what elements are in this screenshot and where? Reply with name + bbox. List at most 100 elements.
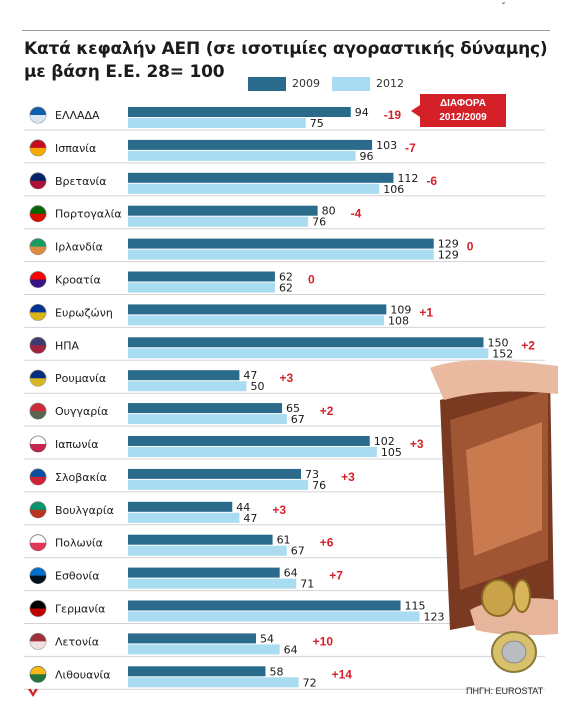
row-2-difference-label: -7 bbox=[405, 141, 416, 155]
row-18-flag-icon-half bbox=[30, 674, 46, 683]
difference-callout: ΔΙΑΦΟΡΑ 2012/2009 bbox=[411, 94, 506, 127]
row-5-bar-2009 bbox=[128, 238, 434, 249]
row-4-difference-label: -4 bbox=[351, 207, 362, 221]
row-15-value-2012: 71 bbox=[300, 578, 314, 591]
row-8-value-2009: 150 bbox=[488, 336, 509, 349]
row-16-bar-2012 bbox=[128, 611, 420, 622]
row-14-flag-icon-half bbox=[30, 542, 46, 551]
row-3-bar-2012 bbox=[128, 183, 380, 194]
row-10-value-2009: 65 bbox=[286, 402, 300, 415]
euro-coin-center bbox=[501, 640, 527, 664]
row-1-category-label: ΕΛΛΑΔΑ bbox=[55, 109, 100, 122]
row-12-flag-icon-half bbox=[30, 476, 46, 485]
row-9-category-label: Ρουμανία bbox=[55, 372, 106, 385]
row-15-difference-label: +7 bbox=[329, 569, 343, 583]
callout-line-1: ΔΙΑΦΟΡΑ bbox=[439, 98, 487, 109]
row-16-flag-icon-half bbox=[30, 608, 46, 617]
row-2-category-label: Ισπανία bbox=[55, 142, 96, 155]
row-18-category-label: Λιθουανία bbox=[55, 668, 110, 681]
row-7-difference-label: +1 bbox=[419, 305, 433, 319]
row-5-bar-2012 bbox=[128, 249, 434, 260]
row-18-bar-2009 bbox=[128, 666, 266, 677]
row-12-bar-2012 bbox=[128, 479, 309, 490]
row-6-value-2012: 62 bbox=[279, 282, 293, 295]
row-17-bar-2009 bbox=[128, 633, 256, 644]
row-10-difference-label: +2 bbox=[320, 404, 334, 418]
row-6-flag-icon-half bbox=[30, 279, 46, 288]
top-rule bbox=[22, 30, 550, 31]
row-12-value-2012: 76 bbox=[312, 479, 326, 492]
row-7-bar-2009 bbox=[128, 304, 387, 315]
row-18-value-2009: 58 bbox=[269, 665, 283, 678]
legend-label-2009: 2009 bbox=[292, 77, 320, 90]
row-10-flag-icon-half bbox=[30, 411, 46, 420]
legend-swatch-2009 bbox=[248, 77, 286, 91]
row-17-difference-label: +10 bbox=[313, 634, 334, 648]
row-6-difference-label: 0 bbox=[308, 273, 315, 287]
row-1-difference-label: -19 bbox=[384, 108, 402, 122]
row-5-flag-icon-half bbox=[30, 246, 46, 255]
row-10-bar-2009 bbox=[128, 403, 283, 414]
source-note: ΠΗΓΗ: EUROSTAT bbox=[466, 686, 544, 696]
row-10-category-label: Ουγγαρία bbox=[55, 405, 108, 418]
row-10-value-2012: 67 bbox=[291, 413, 305, 426]
wallet-illustration bbox=[430, 360, 558, 673]
row-9-value-2012: 50 bbox=[251, 380, 265, 393]
row-1-value-2012: 75 bbox=[310, 117, 324, 130]
row-1-flag-icon-half bbox=[30, 115, 46, 123]
row-18-bar-2012 bbox=[128, 677, 299, 688]
row-11-bar-2012 bbox=[128, 447, 377, 457]
row-13-value-2012: 47 bbox=[243, 512, 257, 525]
row-13-value-2009: 44 bbox=[236, 501, 250, 514]
row-18-value-2012: 72 bbox=[303, 676, 317, 689]
title-line-2: με βάση Ε.Ε. 28= 100 bbox=[24, 62, 225, 82]
row-3-value-2009: 112 bbox=[397, 172, 418, 185]
row-4-flag-icon-half bbox=[30, 213, 46, 222]
row-16-category-label: Γερμανία bbox=[55, 603, 105, 616]
row-18-difference-label: +14 bbox=[332, 667, 353, 681]
row-14-value-2009: 61 bbox=[277, 534, 291, 547]
chart-title: Κατά κεφαλήν ΑΕΠ (σε ισοτιμίες αγοραστικ… bbox=[24, 38, 554, 84]
row-12-difference-label: +3 bbox=[341, 470, 355, 484]
row-11-bar-2009 bbox=[128, 436, 370, 446]
row-3-value-2012: 106 bbox=[383, 183, 404, 196]
row-15-flag-icon-half bbox=[30, 575, 46, 584]
row-2-flag-icon-half bbox=[30, 147, 46, 156]
row-8-bar-2009 bbox=[128, 337, 484, 348]
row-9-bar-2009 bbox=[128, 370, 240, 381]
row-3-category-label: Βρετανία bbox=[55, 175, 106, 188]
row-9-flag-icon-half bbox=[30, 378, 46, 387]
row-3-difference-label: -6 bbox=[426, 174, 437, 188]
legend-swatch-2012 bbox=[332, 77, 370, 91]
row-2-bar-2012 bbox=[128, 150, 356, 161]
corner-mark: ˇ bbox=[501, 2, 506, 13]
row-12-bar-2009 bbox=[128, 468, 302, 479]
row-14-bar-2012 bbox=[128, 545, 287, 556]
row-11-value-2009: 102 bbox=[374, 435, 395, 448]
row-14-value-2012: 67 bbox=[291, 545, 305, 558]
row-2-value-2009: 103 bbox=[376, 139, 397, 152]
row-16-value-2009: 115 bbox=[405, 600, 426, 613]
row-11-value-2012: 105 bbox=[381, 446, 402, 459]
row-3-bar-2009 bbox=[128, 172, 394, 183]
row-2-bar-2009 bbox=[128, 139, 373, 150]
row-7-flag-icon-half bbox=[30, 312, 46, 321]
row-17-flag-icon-half bbox=[30, 641, 46, 650]
row-14-category-label: Πολωνία bbox=[55, 537, 103, 550]
row-4-value-2009: 80 bbox=[322, 205, 336, 218]
row-4-value-2012: 76 bbox=[312, 216, 326, 229]
row-9-value-2009: 47 bbox=[243, 369, 257, 382]
row-14-bar-2009 bbox=[128, 534, 273, 545]
row-1-bar-2009 bbox=[128, 107, 351, 117]
hand-top bbox=[430, 360, 558, 400]
title-line-1: Κατά κεφαλήν ΑΕΠ (σε ισοτιμίες αγοραστικ… bbox=[24, 39, 548, 59]
row-8-difference-label: +2 bbox=[521, 338, 535, 352]
row-1-value-2009: 94 bbox=[355, 106, 369, 119]
row-8-flag-icon-half bbox=[30, 345, 46, 354]
row-13-bar-2012 bbox=[128, 512, 240, 523]
row-11-difference-label: +3 bbox=[410, 437, 424, 451]
row-8-value-2012: 152 bbox=[492, 347, 513, 360]
row-10-bar-2012 bbox=[128, 414, 287, 425]
row-13-category-label: Βουλγαρία bbox=[55, 504, 114, 517]
